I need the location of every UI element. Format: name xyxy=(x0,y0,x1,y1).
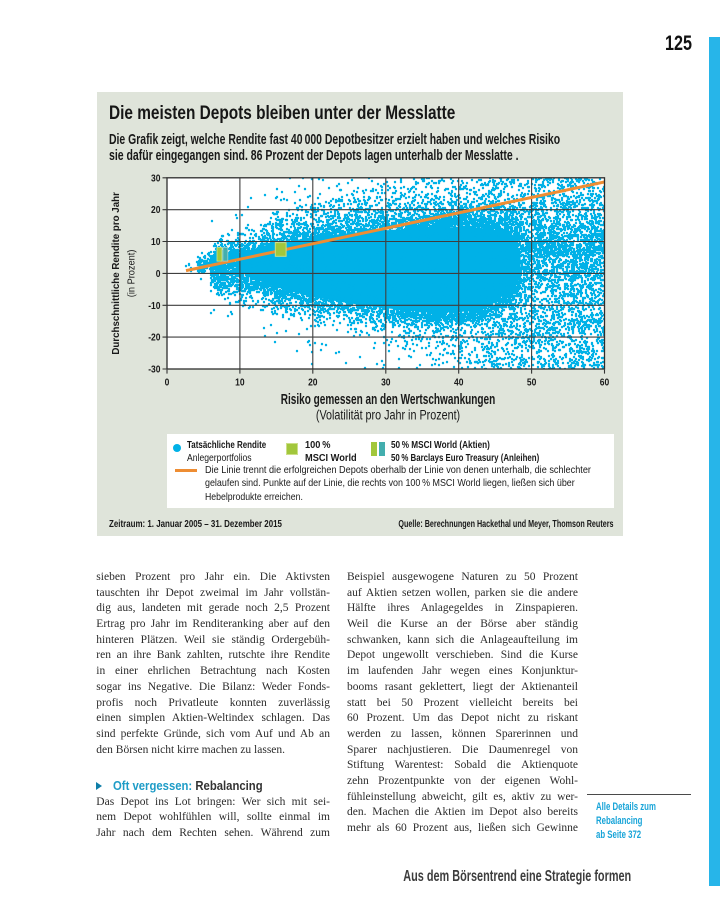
svg-text:Durchschnittliche Rendite pro: Durchschnittliche Rendite pro Jahr xyxy=(111,192,122,355)
svg-text:(Volatilität pro Jahr in Proze: (Volatilität pro Jahr in Prozent) xyxy=(316,407,460,423)
svg-text:40: 40 xyxy=(454,377,463,388)
svg-text:Risiko gemessen an den Wertsch: Risiko gemessen an den Wertschwankungen xyxy=(281,390,496,408)
svg-text:-10: -10 xyxy=(148,300,160,311)
svg-text:30: 30 xyxy=(151,173,160,184)
svg-text:20: 20 xyxy=(151,205,160,216)
svg-text:20: 20 xyxy=(308,377,317,388)
svg-text:30: 30 xyxy=(381,377,390,388)
svg-text:50: 50 xyxy=(527,377,536,388)
svg-text:-20: -20 xyxy=(148,332,160,343)
svg-text:10: 10 xyxy=(151,236,160,247)
svg-text:(in Prozent): (in Prozent) xyxy=(126,250,138,298)
svg-text:0: 0 xyxy=(156,268,161,279)
svg-text:10: 10 xyxy=(235,377,244,388)
svg-text:60: 60 xyxy=(600,377,609,388)
svg-text:-30: -30 xyxy=(148,364,160,375)
svg-text:0: 0 xyxy=(165,377,170,388)
